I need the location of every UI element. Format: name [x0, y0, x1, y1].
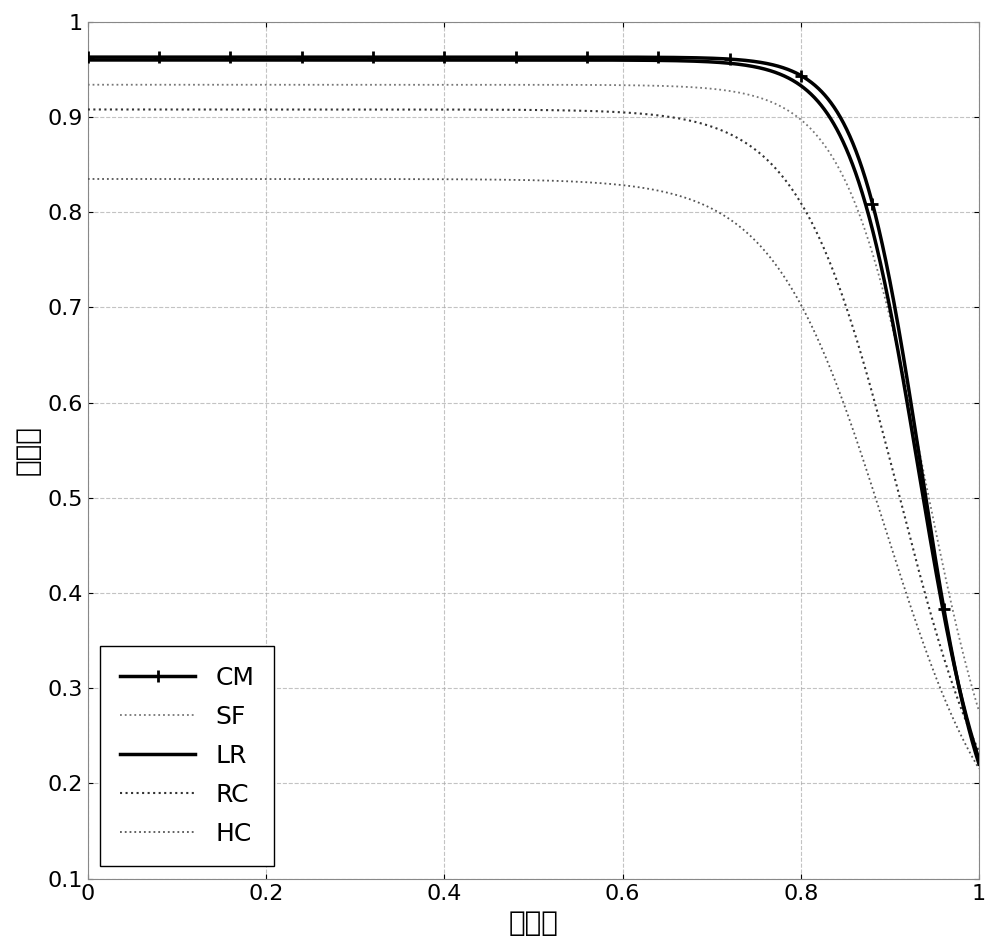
LR — [947, 655, 959, 667]
Line: RC: RC — [88, 109, 979, 751]
HC — [784, 280, 796, 291]
LR — [492, 54, 504, 66]
CM — [127, 51, 139, 63]
Line: CM: CM — [82, 50, 985, 770]
HC — [515, 174, 527, 185]
CM — [82, 51, 94, 63]
RC — [973, 746, 985, 757]
SF — [492, 79, 504, 90]
CM — [973, 759, 985, 770]
SF — [973, 706, 985, 717]
SF — [127, 79, 139, 90]
LR — [127, 54, 139, 66]
CM — [784, 65, 796, 76]
RC — [127, 104, 139, 115]
LR — [947, 653, 959, 665]
LR — [515, 54, 527, 66]
CM — [947, 653, 959, 665]
RC — [492, 104, 504, 115]
RC — [784, 180, 796, 191]
HC — [492, 174, 504, 185]
SF — [82, 79, 94, 90]
SF — [947, 604, 959, 615]
SF — [784, 106, 796, 117]
Line: LR: LR — [88, 60, 979, 759]
SF — [947, 607, 959, 618]
HC — [947, 712, 959, 724]
HC — [973, 763, 985, 774]
LR — [973, 753, 985, 765]
Legend: CM, SF, LR, RC, HC: CM, SF, LR, RC, HC — [100, 646, 274, 866]
LR — [784, 73, 796, 85]
LR — [82, 54, 94, 66]
CM — [947, 651, 959, 663]
RC — [515, 105, 527, 116]
SF — [515, 79, 527, 90]
HC — [947, 713, 959, 725]
CM — [492, 51, 504, 63]
CM — [515, 51, 527, 63]
Line: HC: HC — [88, 179, 979, 768]
Line: SF: SF — [88, 85, 979, 711]
RC — [82, 104, 94, 115]
Y-axis label: 精确度: 精确度 — [14, 425, 42, 476]
HC — [127, 173, 139, 184]
RC — [947, 679, 959, 690]
RC — [947, 681, 959, 692]
X-axis label: 召回率: 召回率 — [508, 909, 558, 937]
HC — [82, 173, 94, 184]
